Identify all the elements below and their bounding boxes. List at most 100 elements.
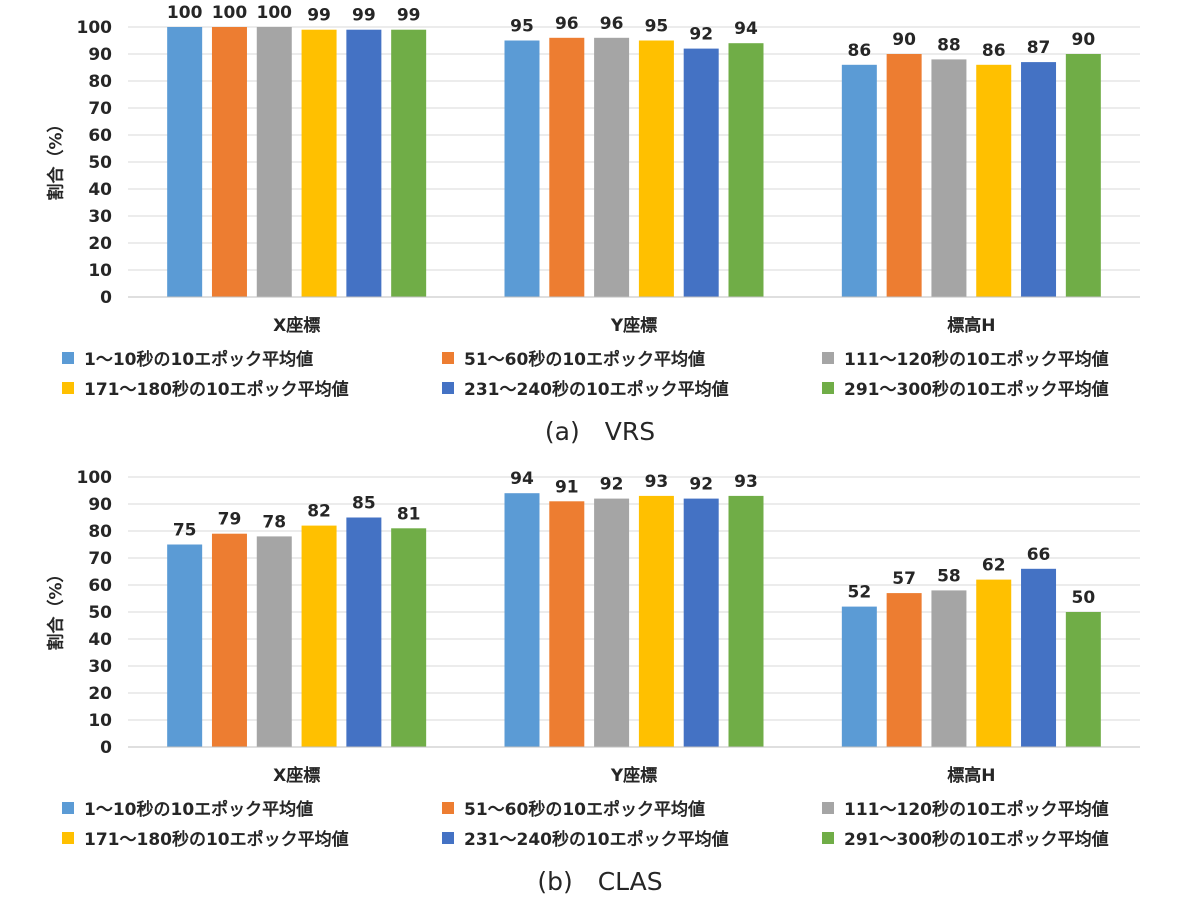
y-tick-label: 30 bbox=[88, 657, 112, 677]
bar bbox=[841, 606, 877, 747]
x-category-label: X座標 bbox=[273, 765, 320, 786]
data-label: 85 bbox=[352, 494, 376, 514]
legend-label: 111～120秒の10エポック平均値 bbox=[844, 350, 1109, 370]
bar bbox=[1065, 612, 1101, 747]
data-label: 92 bbox=[600, 475, 624, 495]
bar bbox=[841, 64, 877, 297]
x-category-label: X座標 bbox=[273, 315, 320, 336]
legend-item: 291～300秒の10エポック平均値 bbox=[822, 825, 1172, 850]
data-label: 100 bbox=[257, 3, 293, 23]
bar bbox=[301, 29, 337, 297]
data-label: 57 bbox=[892, 569, 916, 589]
y-tick-label: 10 bbox=[88, 261, 112, 281]
bar bbox=[301, 525, 337, 747]
legend-item: 231～240秒の10エポック平均値 bbox=[442, 825, 822, 850]
bar bbox=[728, 495, 764, 747]
bar bbox=[391, 528, 427, 747]
data-label: 91 bbox=[555, 477, 579, 497]
y-tick-label: 60 bbox=[88, 576, 112, 596]
bar bbox=[504, 493, 540, 747]
data-label: 94 bbox=[510, 469, 534, 489]
y-tick-label: 10 bbox=[88, 711, 112, 731]
legend-label: 231～240秒の10エポック平均値 bbox=[464, 380, 729, 400]
data-label: 99 bbox=[307, 6, 331, 26]
data-label: 92 bbox=[689, 25, 713, 45]
y-tick-label: 80 bbox=[88, 522, 112, 542]
data-label: 50 bbox=[1071, 588, 1095, 608]
data-label: 96 bbox=[600, 14, 624, 34]
bar bbox=[211, 27, 247, 297]
bar bbox=[549, 37, 585, 298]
data-label: 58 bbox=[937, 566, 961, 586]
legend-item: 111～120秒の10エポック平均値 bbox=[822, 795, 1172, 820]
data-label: 87 bbox=[1027, 38, 1051, 58]
bar bbox=[638, 495, 674, 747]
data-label: 93 bbox=[645, 472, 669, 492]
legend-swatch bbox=[822, 831, 834, 844]
legend: 1～10秒の10エポック平均値 51～60秒の10エポック平均値 111～120… bbox=[62, 345, 1172, 400]
data-label: 90 bbox=[1071, 30, 1095, 50]
y-tick-label: 80 bbox=[88, 72, 112, 92]
x-category-label: 標高H bbox=[947, 765, 995, 786]
chart-panel-vrs: 0 10 20 30 40 50 60 70 80 90 100 100 100 100 99 99 99 X座標… bbox=[46, 3, 1172, 446]
y-tick-label: 90 bbox=[88, 45, 112, 65]
bar bbox=[886, 54, 922, 297]
bar bbox=[1065, 54, 1101, 297]
data-label: 52 bbox=[847, 583, 871, 603]
data-label: 66 bbox=[1027, 545, 1051, 565]
legend-swatch bbox=[822, 801, 834, 814]
legend-label: 171～180秒の10エポック平均値 bbox=[84, 380, 349, 400]
y-axis-label: 割合（%） bbox=[46, 115, 67, 201]
data-label: 96 bbox=[555, 14, 579, 34]
legend: 1～10秒の10エポック平均値 51～60秒の10エポック平均値 111～120… bbox=[62, 795, 1172, 850]
data-label: 93 bbox=[734, 472, 758, 492]
bar bbox=[931, 590, 967, 747]
bar bbox=[728, 43, 764, 298]
bar bbox=[594, 37, 630, 298]
legend-label: 171～180秒の10エポック平均値 bbox=[84, 830, 349, 850]
bar bbox=[256, 536, 292, 747]
bar bbox=[976, 64, 1012, 297]
legend-swatch bbox=[822, 351, 834, 364]
legend-item: 111～120秒の10エポック平均値 bbox=[822, 345, 1172, 370]
bar bbox=[391, 29, 427, 297]
bar bbox=[256, 27, 292, 297]
bar bbox=[167, 544, 203, 747]
legend-item: 291～300秒の10エポック平均値 bbox=[822, 375, 1172, 400]
y-axis-label: 割合（%） bbox=[46, 565, 67, 651]
y-tick-label: 70 bbox=[88, 549, 112, 569]
legend-label: 51～60秒の10エポック平均値 bbox=[464, 350, 705, 370]
data-label: 88 bbox=[937, 35, 961, 55]
data-label: 86 bbox=[982, 41, 1006, 61]
legend-item: 171～180秒の10エポック平均値 bbox=[62, 825, 442, 850]
y-tick-label: 60 bbox=[88, 126, 112, 146]
data-label: 75 bbox=[173, 521, 197, 541]
y-tick-label: 20 bbox=[88, 234, 112, 254]
legend-swatch bbox=[442, 831, 454, 844]
data-label: 62 bbox=[982, 556, 1006, 576]
legend-item: 171～180秒の10エポック平均値 bbox=[62, 375, 442, 400]
bar bbox=[683, 48, 719, 297]
y-tick-label: 100 bbox=[77, 468, 113, 488]
chart-caption: (b) CLAS bbox=[537, 867, 663, 896]
legend-label: 51～60秒の10エポック平均値 bbox=[464, 800, 705, 820]
legend-label: 291～300秒の10エポック平均値 bbox=[844, 830, 1109, 850]
chart-panel-clas: 0 10 20 30 40 50 60 70 80 90 100 75 79 78 82 85 81 X座標 94 9… bbox=[0, 450, 1200, 900]
bar bbox=[1021, 568, 1057, 747]
bar bbox=[931, 59, 967, 298]
legend-item: 1～10秒の10エポック平均値 bbox=[62, 795, 442, 820]
data-label: 90 bbox=[892, 30, 916, 50]
data-label: 95 bbox=[510, 17, 534, 37]
bar bbox=[167, 27, 203, 297]
bar bbox=[211, 533, 247, 747]
data-label: 99 bbox=[352, 6, 376, 26]
legend-item: 1～10秒の10エポック平均値 bbox=[62, 345, 442, 370]
x-category-label: Y座標 bbox=[610, 765, 657, 786]
legend-item: 231～240秒の10エポック平均値 bbox=[442, 375, 822, 400]
bar bbox=[976, 579, 1012, 747]
data-label: 94 bbox=[734, 19, 758, 39]
legend-swatch bbox=[62, 801, 74, 814]
data-label: 79 bbox=[218, 510, 242, 530]
y-tick-label: 20 bbox=[88, 684, 112, 704]
